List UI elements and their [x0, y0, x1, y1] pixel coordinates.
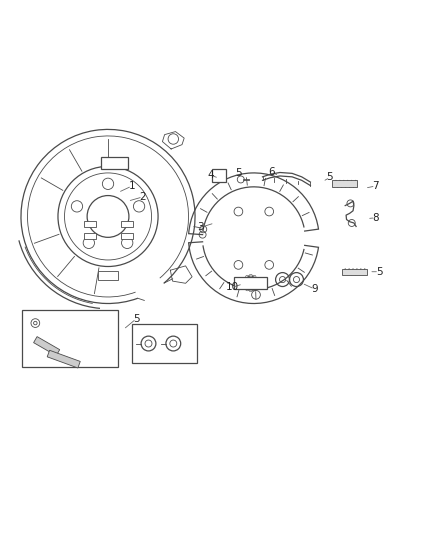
- Text: 5: 5: [376, 266, 382, 277]
- FancyBboxPatch shape: [34, 337, 60, 356]
- Text: 4: 4: [207, 170, 214, 180]
- Text: 6: 6: [268, 167, 275, 176]
- Text: 5: 5: [235, 168, 242, 178]
- FancyBboxPatch shape: [84, 221, 96, 228]
- Text: 8: 8: [372, 213, 379, 223]
- FancyBboxPatch shape: [22, 310, 118, 367]
- FancyBboxPatch shape: [121, 221, 133, 228]
- FancyBboxPatch shape: [101, 157, 128, 169]
- FancyBboxPatch shape: [234, 277, 267, 289]
- FancyBboxPatch shape: [121, 233, 133, 239]
- Text: 5: 5: [327, 172, 333, 182]
- Text: 7: 7: [372, 181, 379, 191]
- FancyBboxPatch shape: [332, 180, 357, 187]
- Text: 9: 9: [311, 284, 318, 294]
- FancyBboxPatch shape: [212, 169, 226, 182]
- FancyBboxPatch shape: [132, 324, 197, 363]
- Text: 10: 10: [226, 282, 239, 293]
- Text: 1: 1: [129, 181, 135, 191]
- FancyBboxPatch shape: [47, 350, 80, 368]
- Text: 3: 3: [198, 222, 204, 232]
- Text: 2: 2: [140, 192, 146, 202]
- FancyBboxPatch shape: [84, 233, 96, 239]
- FancyBboxPatch shape: [99, 271, 117, 280]
- FancyBboxPatch shape: [342, 269, 367, 275]
- Text: 5: 5: [133, 314, 140, 324]
